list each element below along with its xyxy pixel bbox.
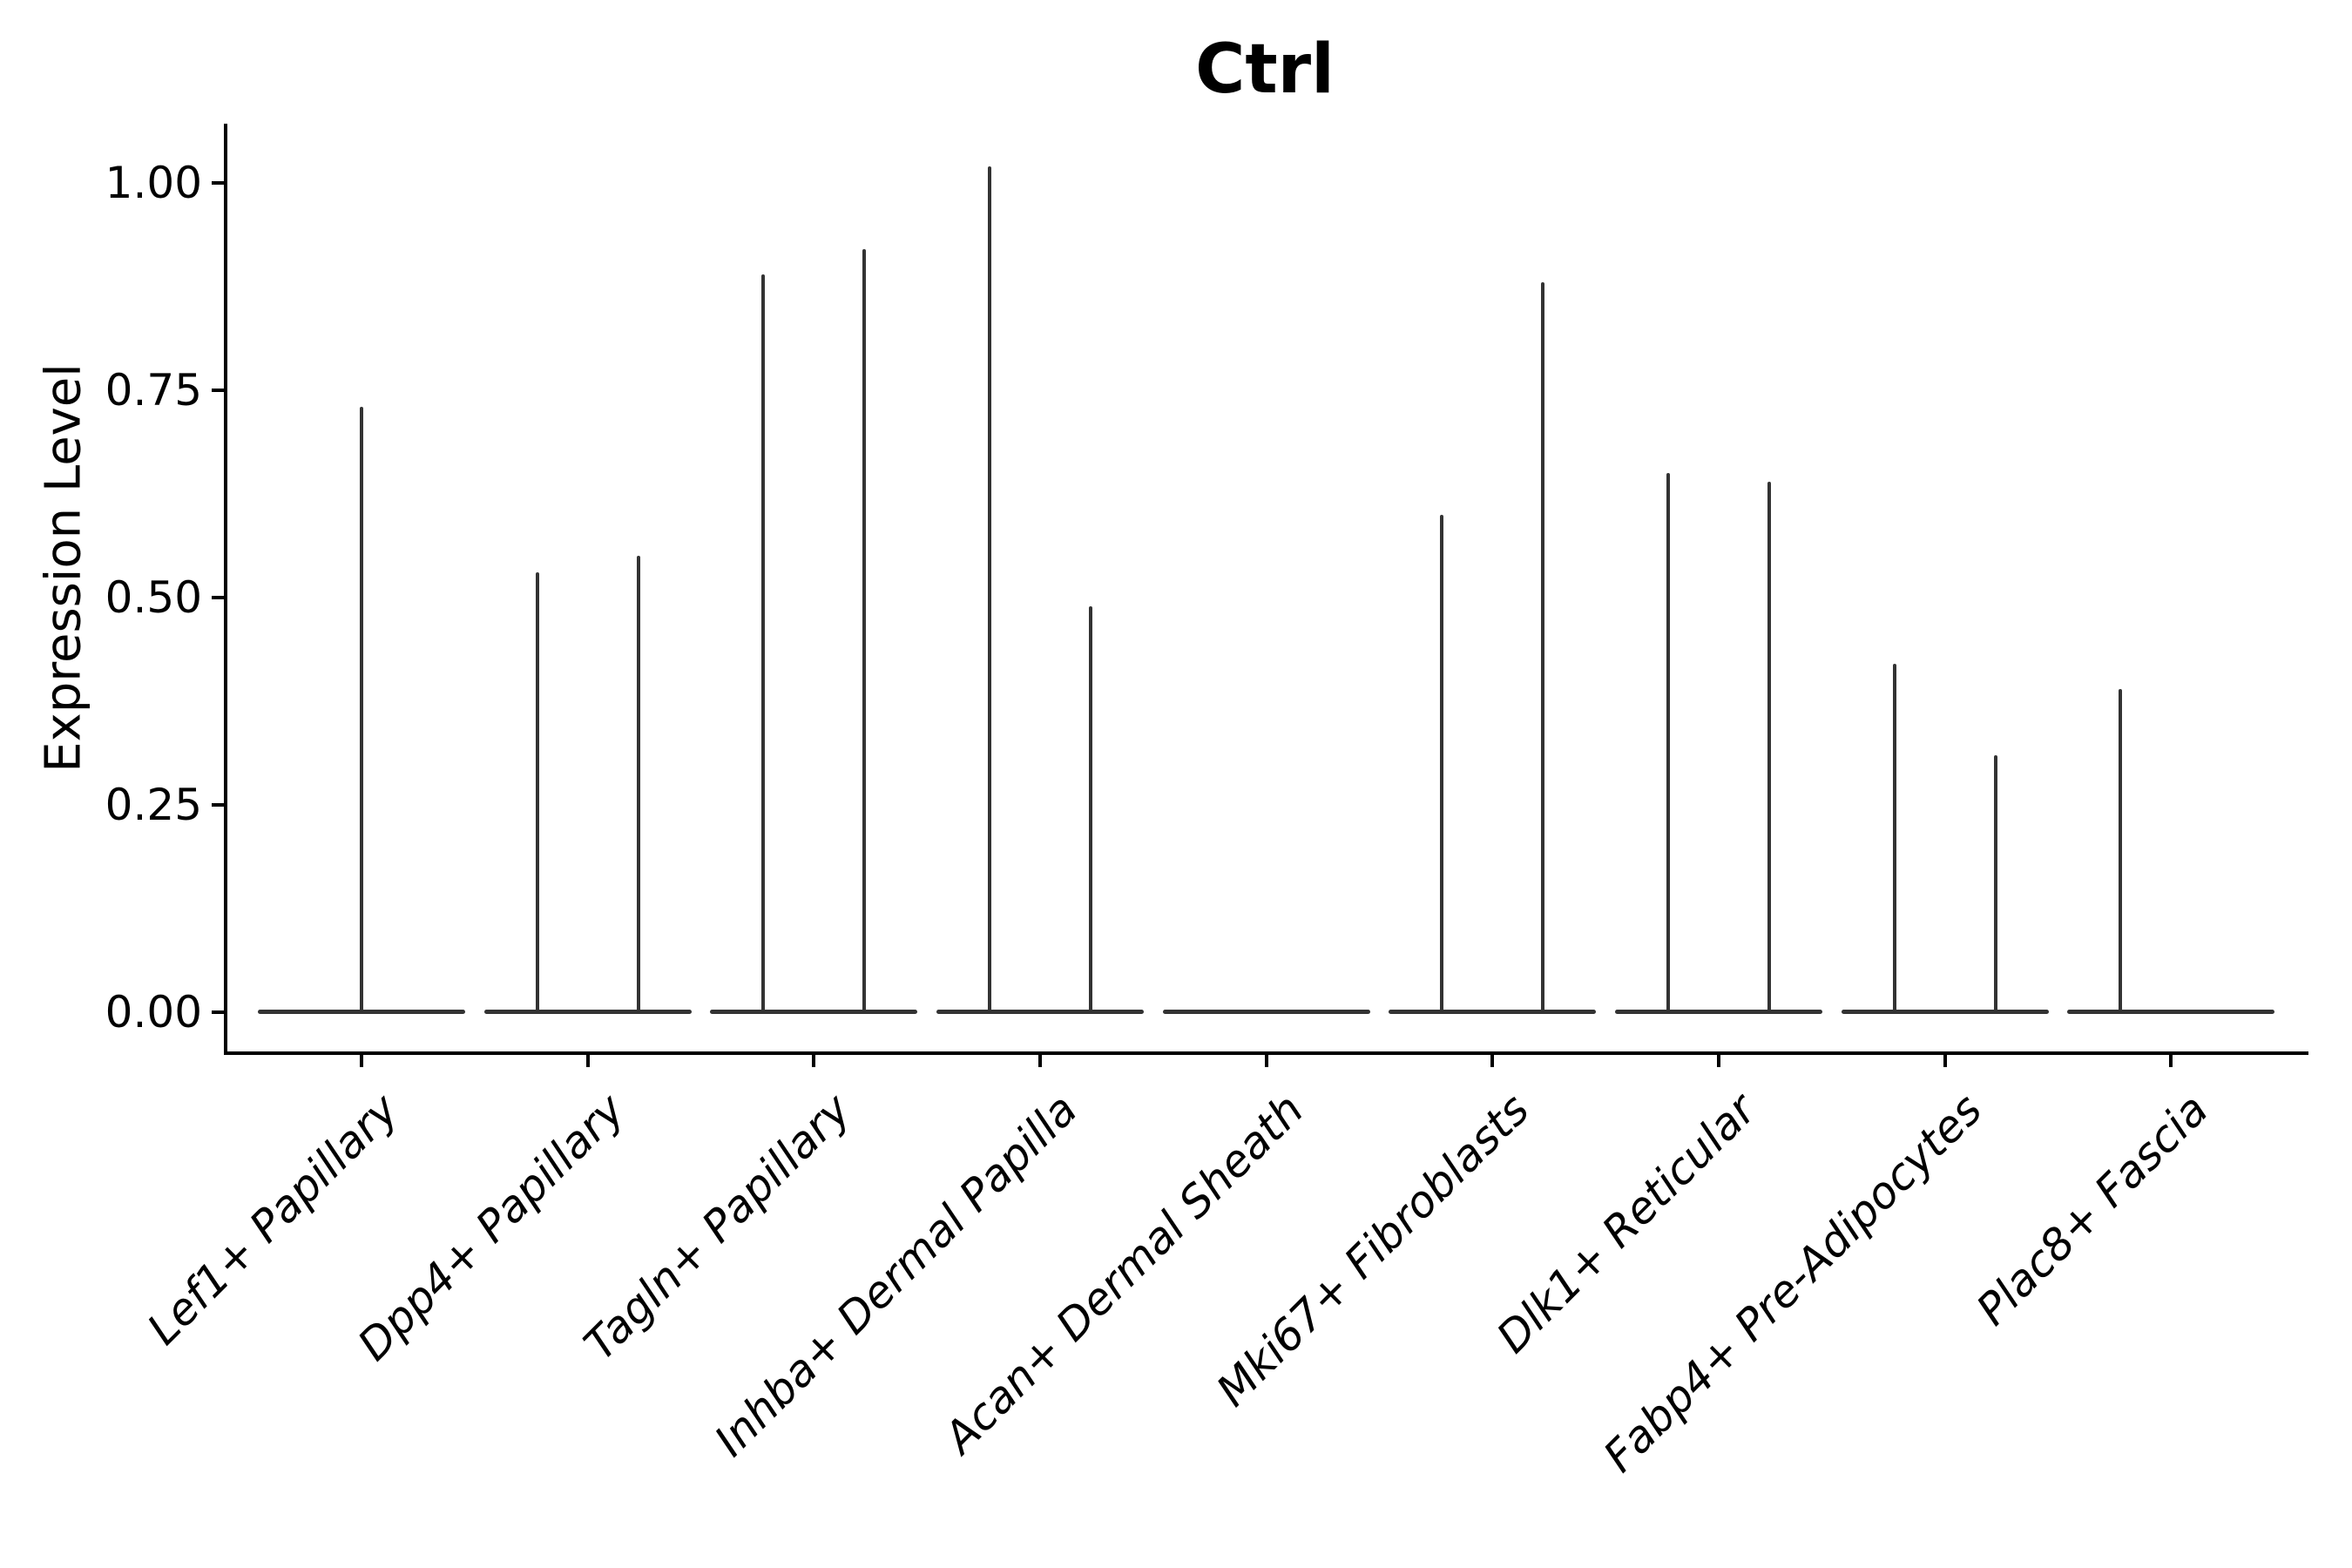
x-tick-label-text: Plac8+ Fascia [1966, 1084, 2218, 1335]
plot-title: Ctrl [1195, 30, 1335, 109]
x-tick [812, 1053, 816, 1067]
violin-baseline [710, 1010, 918, 1014]
y-tick [212, 596, 226, 599]
x-tick [1264, 1053, 1268, 1067]
y-tick-label: 1.00 [105, 158, 202, 208]
y-tick-label: 0.75 [105, 365, 202, 416]
violin-spike [1088, 606, 1092, 1012]
y-tick [212, 181, 226, 185]
violin-spike [987, 166, 991, 1012]
y-tick-label: 0.00 [105, 987, 202, 1037]
violin-spike [535, 572, 539, 1012]
y-axis-spine [224, 124, 227, 1055]
x-tick [360, 1053, 363, 1067]
x-tick [2169, 1053, 2173, 1067]
violin-spike [1892, 664, 1896, 1012]
violin-baseline [1841, 1010, 2049, 1014]
violin-baseline [1614, 1010, 1822, 1014]
x-tick-label-text: Fabp4+ Pre-Adipocytes [1593, 1084, 1992, 1483]
violin-spike [1666, 473, 1670, 1012]
violin-baseline [2067, 1010, 2275, 1014]
x-tick [1037, 1053, 1042, 1067]
violin-spike [636, 556, 640, 1012]
y-tick [212, 389, 226, 392]
violin-spike [360, 407, 363, 1012]
x-tick [1716, 1053, 1720, 1067]
y-tick [212, 1010, 226, 1014]
violin-spike [761, 274, 766, 1012]
violin-spike [1993, 755, 1997, 1012]
x-tick [1490, 1053, 1495, 1067]
x-tick-label-text: Lef1+ Papillary [138, 1084, 409, 1355]
x-tick [585, 1053, 590, 1067]
violin-spike [1541, 282, 1545, 1012]
x-tick-label-text: Inhba+ Dermal Papilla [705, 1084, 1087, 1467]
violin-baseline [1389, 1010, 1597, 1014]
y-tick [212, 803, 226, 807]
x-tick [1943, 1053, 1947, 1067]
y-tick-label: 0.25 [105, 780, 202, 830]
violin-baseline [1162, 1010, 1370, 1014]
y-tick-label: 0.50 [105, 572, 202, 623]
violin-spike [2119, 689, 2123, 1012]
violin-spike [1767, 482, 1771, 1012]
violin-baseline [483, 1010, 692, 1014]
violin-baseline [936, 1010, 1144, 1014]
violin-spike [862, 249, 867, 1012]
violin-spike [1440, 515, 1444, 1012]
